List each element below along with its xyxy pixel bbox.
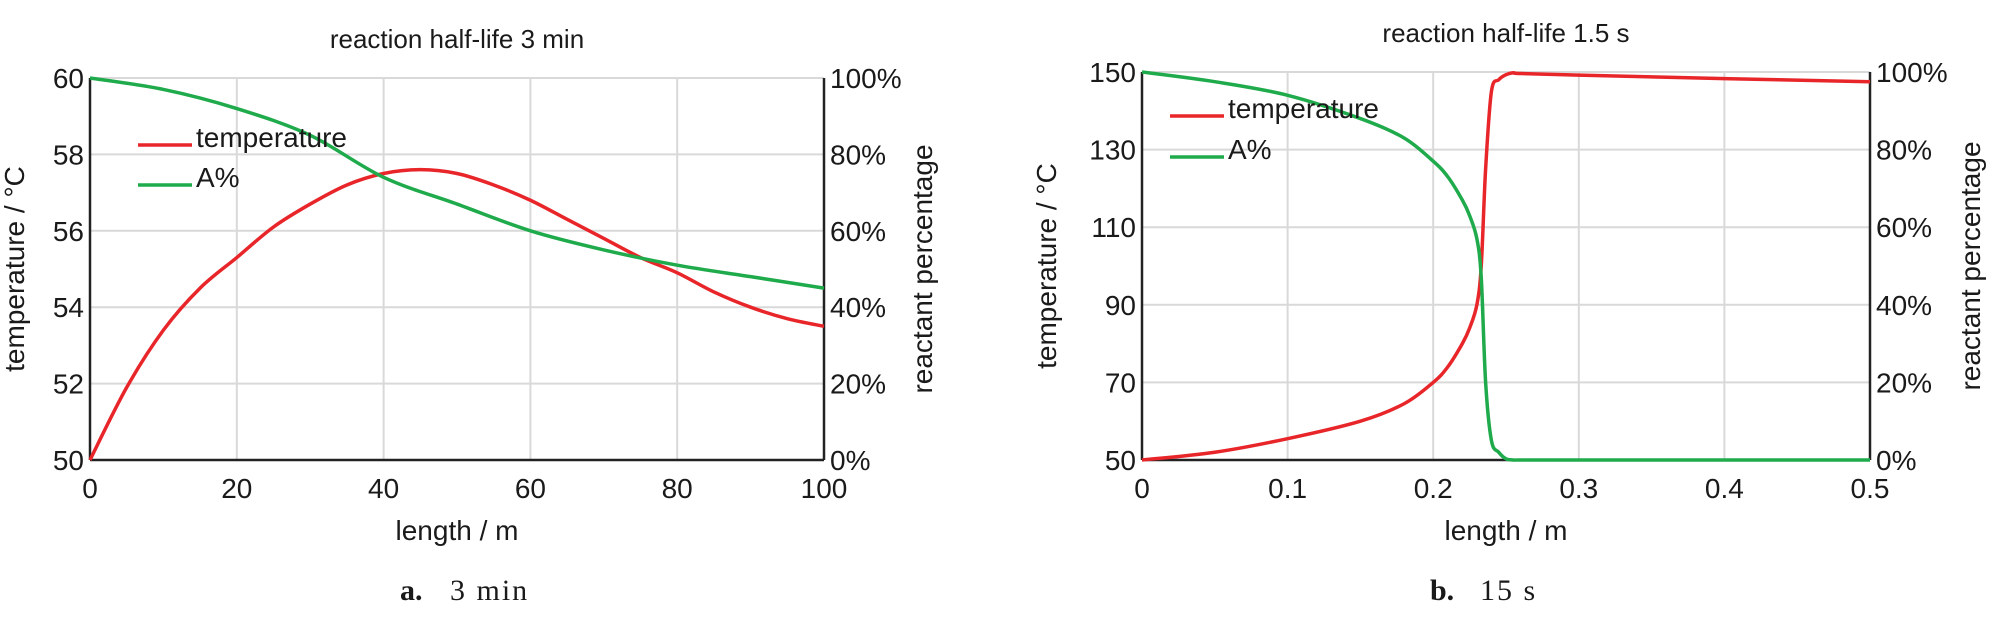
- caption-text: 3 min: [450, 574, 529, 607]
- x-tick-label: 100: [801, 473, 848, 504]
- gridlines: [1141, 71, 1871, 461]
- x-tick-label: 0.2: [1414, 473, 1453, 504]
- x-tick-label: 0.4: [1705, 473, 1744, 504]
- series-line-temperature: [1141, 70, 1871, 462]
- y2-tick-label: 40%: [830, 292, 886, 323]
- caption-text: 15 s: [1480, 574, 1537, 607]
- y2-tick-label: 100%: [830, 63, 902, 94]
- y2-tick-label: 100%: [1876, 57, 1948, 88]
- caption-letter: b.: [1430, 574, 1454, 607]
- y-tick-label: 54: [53, 292, 84, 323]
- x-axis-label: length / m: [396, 515, 519, 546]
- chart-b: 0 0.1 0.2 0.3 0.4 0.5 50 70 90 110 130 150 0% 20% 40% 6…: [1031, 18, 1986, 607]
- x-axis-label: length / m: [1445, 515, 1568, 546]
- x-tick-label: 0.1: [1268, 473, 1307, 504]
- chart-title: reaction half-life 3 min: [330, 24, 584, 54]
- y-tick-label: 150: [1089, 57, 1136, 88]
- legend-label: A%: [1228, 134, 1272, 165]
- legend: temperature A%: [138, 122, 347, 193]
- y2-tick-label: 60%: [1876, 212, 1932, 243]
- x-tick-label: 40: [368, 473, 399, 504]
- legend-label: temperature: [196, 122, 347, 153]
- y-tick-label: 50: [53, 445, 84, 476]
- legend-label: temperature: [1228, 93, 1379, 124]
- y-tick-label: 60: [53, 63, 84, 94]
- series-line-reactant: [1141, 70, 1870, 462]
- x-tick-label: 0.5: [1851, 473, 1890, 504]
- y2-tick-label: 40%: [1876, 290, 1932, 321]
- x-tick-label: 0: [82, 473, 98, 504]
- y2-tick-label: 20%: [1876, 367, 1932, 398]
- y2-axis-label: reactant percentage: [1955, 141, 1986, 390]
- x-tick-label: 80: [662, 473, 693, 504]
- legend-label: A%: [196, 162, 240, 193]
- figure-caption: b. 15 s: [1430, 574, 1537, 607]
- series-line-temperature: [88, 167, 825, 461]
- chart-title: reaction half-life 1.5 s: [1382, 18, 1629, 48]
- legend: temperature A%: [1170, 93, 1379, 165]
- y-tick-label: 52: [53, 369, 84, 400]
- y2-tick-label: 20%: [830, 369, 886, 400]
- y2-tick-label: 0%: [1876, 445, 1916, 476]
- series-line-reactant: [89, 76, 825, 290]
- y-tick-label: 90: [1105, 290, 1136, 321]
- x-tick-label: 0: [1134, 473, 1150, 504]
- caption-letter: a.: [400, 574, 423, 607]
- y-tick-label: 56: [53, 216, 84, 247]
- y-tick-label: 50: [1105, 445, 1136, 476]
- y2-tick-label: 80%: [1876, 135, 1932, 166]
- y-axis-label: temperature / °C: [0, 166, 30, 372]
- y-tick-label: 130: [1089, 135, 1136, 166]
- y-axis-label: temperature / °C: [1031, 163, 1062, 369]
- x-tick-label: 60: [515, 473, 546, 504]
- y-tick-label: 70: [1105, 367, 1136, 398]
- y2-tick-label: 0%: [830, 445, 870, 476]
- x-tick-label: 0.3: [1559, 473, 1598, 504]
- figure-caption: a. 3 min: [400, 574, 529, 607]
- y-tick-label: 58: [53, 139, 84, 170]
- y2-axis-label: reactant percentage: [907, 144, 938, 393]
- y-tick-label: 110: [1091, 212, 1136, 243]
- x-tick-label: 20: [221, 473, 252, 504]
- y2-tick-label: 80%: [830, 139, 886, 170]
- y2-tick-label: 60%: [830, 216, 886, 247]
- chart-a: 0 20 40 60 80 100 50 52 54 56 58 60 0% 20% 40% 60% 80% 10…: [0, 24, 938, 607]
